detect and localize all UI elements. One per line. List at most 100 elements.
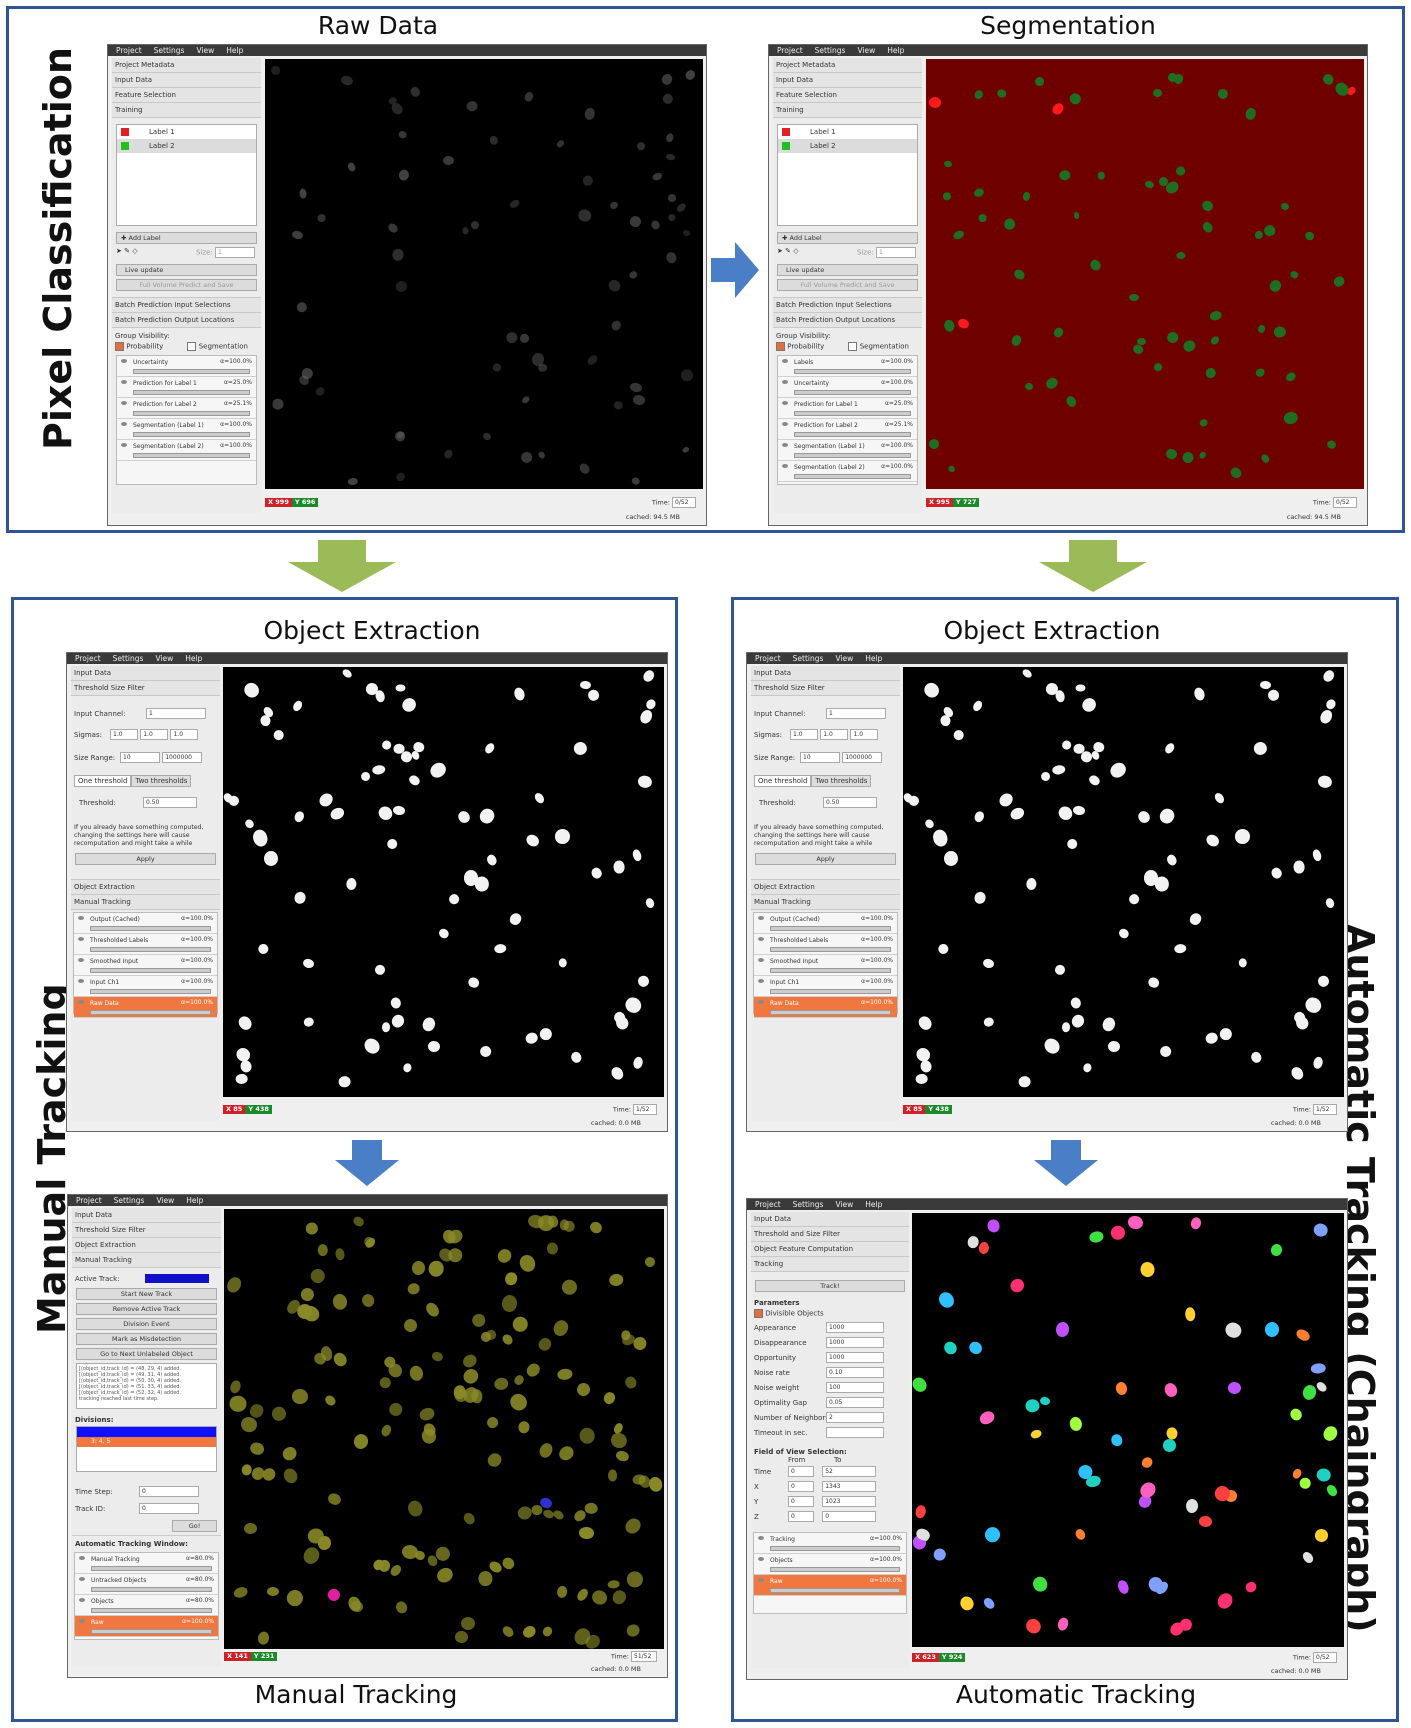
layer-row[interactable]: Uncertainty α=100.0%	[778, 377, 917, 398]
menu-view[interactable]: View	[196, 46, 215, 55]
active-track-color[interactable]	[145, 1274, 209, 1283]
applet-batch-input[interactable]: Batch Prediction Input Selections	[773, 297, 922, 313]
layer-row[interactable]: Output (Cached) α=100.0%	[74, 913, 217, 934]
segmentation-checkbox[interactable]	[187, 342, 197, 351]
apply-button[interactable]: Apply	[755, 853, 896, 865]
layer-opacity-slider[interactable]	[770, 1010, 891, 1015]
applet-training[interactable]: Training	[773, 103, 922, 118]
applet-object-extraction[interactable]: Object Extraction	[71, 879, 220, 895]
layer-row-selected[interactable]: Raw Data α=100.0%	[754, 997, 897, 1018]
eye-icon[interactable]	[758, 916, 764, 920]
menu-help[interactable]: Help	[887, 46, 905, 55]
layer-opacity-slider[interactable]	[90, 968, 211, 973]
menu-help[interactable]: Help	[865, 1200, 883, 1209]
layer-row[interactable]: Uncertainty α=100.0%	[117, 356, 256, 377]
tab-one-threshold[interactable]: One threshold	[754, 775, 812, 787]
menu-help[interactable]: Help	[226, 46, 244, 55]
time-input[interactable]: 0/52	[672, 497, 696, 508]
menu-project[interactable]: Project	[76, 1196, 102, 1205]
layer-row[interactable]: Input Ch1 α=100.0%	[754, 976, 897, 997]
applet-object-extraction[interactable]: Object Extraction	[751, 879, 900, 895]
eye-icon[interactable]	[78, 979, 84, 983]
layer-opacity-slider[interactable]	[770, 989, 891, 994]
eye-icon[interactable]	[758, 958, 764, 962]
menu-view[interactable]: View	[155, 654, 174, 663]
time-control[interactable]: Time: 51/52	[611, 1651, 657, 1662]
tab-two-thresholds[interactable]: Two thresholds	[131, 775, 192, 787]
tab-two-thresholds[interactable]: Two thresholds	[811, 775, 872, 787]
layer-row[interactable]: Smoothed Input α=100.0%	[754, 955, 897, 976]
layer-opacity-slider[interactable]	[794, 432, 911, 437]
layer-opacity-slider[interactable]	[770, 926, 891, 931]
go-button[interactable]: Go!	[172, 1520, 217, 1532]
applet-input-data[interactable]: Input Data	[773, 73, 922, 88]
threshold-field[interactable]: 0.50	[143, 797, 197, 808]
layer-row[interactable]: Prediction for Label 1 α=25.0%	[117, 377, 256, 398]
parameter-field[interactable]: 0.10	[826, 1367, 884, 1378]
object-extraction-viewer[interactable]	[223, 667, 664, 1097]
applet-threshold-size-filter[interactable]: Threshold Size Filter	[71, 681, 220, 696]
division-row-active[interactable]	[77, 1427, 216, 1437]
layer-opacity-slider[interactable]	[90, 926, 211, 931]
eye-icon[interactable]	[121, 422, 127, 426]
applet-threshold-size-filter[interactable]: Threshold Size Filter	[72, 1223, 221, 1238]
layer-opacity-slider[interactable]	[794, 390, 911, 395]
sigma-x-field[interactable]: 1.0	[110, 729, 138, 740]
size-input[interactable]: 1	[215, 247, 255, 258]
fov-from-field[interactable]: 0	[788, 1466, 814, 1477]
sigma-y-field[interactable]: 1.0	[820, 729, 849, 740]
eraser-icon[interactable]: ◇	[793, 247, 799, 255]
fov-to-field[interactable]: 1023	[822, 1496, 877, 1507]
layer-row[interactable]: Labels α=100.0%	[778, 356, 917, 377]
layer-opacity-slider[interactable]	[770, 1546, 900, 1551]
layer-row[interactable]: Prediction for Label 2 α=25.1%	[117, 398, 256, 419]
parameter-field[interactable]: 0.05	[826, 1397, 884, 1408]
remove-active-track-button[interactable]: Remove Active Track	[76, 1303, 217, 1315]
layer-opacity-slider[interactable]	[90, 989, 211, 994]
applet-input-data[interactable]: Input Data	[751, 1212, 909, 1227]
size-max-field[interactable]: 1000000	[162, 752, 203, 763]
applet-threshold-size-filter[interactable]: Threshold Size Filter	[751, 681, 900, 696]
brush-icon[interactable]: ✎	[124, 247, 130, 255]
menu-project[interactable]: Project	[75, 654, 101, 663]
layer-row[interactable]: Thresholded Labels α=100.0%	[74, 934, 217, 955]
divisible-checkbox[interactable]	[754, 1309, 763, 1318]
mark-misdetection-button[interactable]: Mark as Misdetection	[76, 1333, 217, 1345]
fov-to-field[interactable]: 1343	[822, 1481, 877, 1492]
menu-project[interactable]: Project	[777, 46, 803, 55]
layer-opacity-slider[interactable]	[133, 390, 250, 395]
eye-icon[interactable]	[782, 464, 788, 468]
menu-settings[interactable]: Settings	[814, 46, 846, 55]
parameter-field[interactable]: 100	[826, 1382, 884, 1393]
eye-icon[interactable]	[79, 1556, 85, 1560]
eye-icon[interactable]	[758, 979, 764, 983]
fov-from-field[interactable]: 0	[788, 1511, 814, 1522]
input-channel-field[interactable]: 1	[826, 708, 886, 719]
segmentation-checkbox[interactable]	[848, 342, 858, 351]
layer-opacity-slider[interactable]	[770, 1588, 900, 1593]
menu-settings[interactable]: Settings	[792, 1200, 824, 1209]
menu-settings[interactable]: Settings	[792, 654, 824, 663]
applet-threshold-size-filter[interactable]: Threshold and Size Filter	[751, 1227, 909, 1242]
applet-object-features[interactable]: Object Feature Computation	[751, 1242, 909, 1257]
manual-tracking-viewer[interactable]	[224, 1209, 664, 1649]
time-control[interactable]: Time: 1/52	[613, 1104, 657, 1115]
menu-project[interactable]: Project	[755, 1200, 781, 1209]
object-extraction-viewer[interactable]	[903, 667, 1344, 1097]
applet-feature-selection[interactable]: Feature Selection	[773, 88, 922, 103]
size-min-field[interactable]: 10	[120, 752, 160, 763]
applet-feature-selection[interactable]: Feature Selection	[112, 88, 261, 103]
time-control[interactable]: Time: 1/52	[1293, 1104, 1337, 1115]
division-row-selected[interactable]: 3: 4, 5	[77, 1437, 216, 1447]
full-volume-predict-button[interactable]: Full Volume Predict and Save	[116, 279, 257, 291]
time-input[interactable]: 0/52	[1333, 497, 1357, 508]
eye-icon[interactable]	[121, 380, 127, 384]
menu-view[interactable]: View	[835, 654, 854, 663]
fov-from-field[interactable]: 0	[788, 1481, 814, 1492]
menu-help[interactable]: Help	[865, 654, 883, 663]
time-input[interactable]: 1/52	[1313, 1104, 1337, 1115]
menu-help[interactable]: Help	[185, 654, 203, 663]
eye-icon[interactable]	[78, 916, 84, 920]
applet-input-data[interactable]: Input Data	[751, 666, 900, 681]
eye-icon[interactable]	[782, 401, 788, 405]
